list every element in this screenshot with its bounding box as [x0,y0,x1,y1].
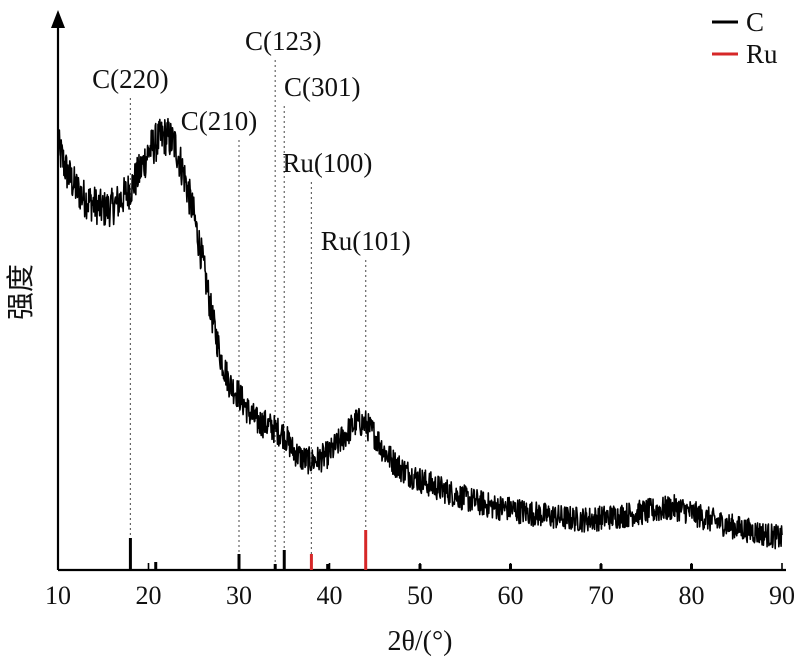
x-tick-label: 20 [136,581,162,610]
x-tick-label: 10 [45,581,71,610]
peak-label: Ru(100) [282,148,372,178]
legend-label: C [746,7,764,37]
x-tick-label: 50 [407,581,433,610]
legend-label: Ru [746,39,778,69]
x-tick-label: 90 [769,581,795,610]
x-tick-group: 10 20 30 40 50 60 70 80 90 [45,563,795,610]
x-tick-label: 30 [226,581,252,610]
peak-reference-lines [129,60,367,564]
peak-label: C(123) [245,26,322,56]
x-tick-label: 40 [317,581,343,610]
y-axis-label: 强度 [5,264,37,320]
x-tick-label: 70 [588,581,614,610]
series-group [57,117,783,550]
peak-label: C(301) [284,72,361,102]
legend: CRu [712,7,778,69]
x-tick-label: 80 [679,581,705,610]
peak-label-group: C(220) C(210) C(123) C(301) Ru(100) Ru(101) [92,26,411,256]
y-axis-arrow-icon [51,10,65,28]
reference-peak-bars [128,530,693,570]
peak-label: C(210) [181,106,258,136]
axes [51,10,786,572]
x-tick-label: 60 [498,581,524,610]
peak-label: Ru(101) [321,226,411,256]
x-axis-label: 2θ/(°) [387,626,452,657]
series-line-0 [57,117,783,550]
peak-label: C(220) [92,64,169,94]
